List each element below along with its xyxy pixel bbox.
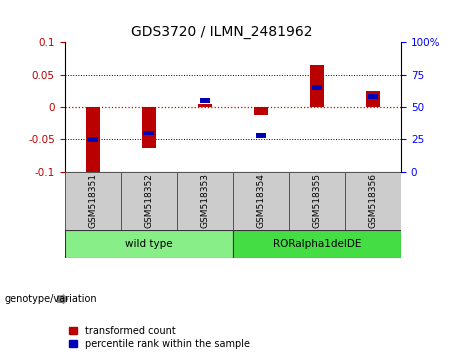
Bar [142,107,156,148]
Bar [312,85,322,90]
Bar [254,107,268,115]
Bar [87,137,98,142]
Text: GDS3720 / ILMN_2481962: GDS3720 / ILMN_2481962 [130,25,312,39]
Bar [121,172,177,230]
Text: GSM518356: GSM518356 [368,173,378,228]
Text: GSM518352: GSM518352 [144,173,153,228]
Bar [143,131,154,135]
Bar [368,95,378,99]
Bar [200,98,210,103]
Text: GSM518351: GSM518351 [88,173,97,228]
Text: GSM518355: GSM518355 [313,173,321,228]
Legend: transformed count, percentile rank within the sample: transformed count, percentile rank withi… [70,326,250,349]
Bar [177,172,233,230]
Text: RORalpha1delDE: RORalpha1delDE [273,239,361,249]
Bar [65,230,233,258]
Bar [65,172,121,230]
Bar [310,65,324,107]
Bar [366,91,380,107]
Bar [233,230,401,258]
Bar [255,133,266,138]
Text: GSM518354: GSM518354 [256,173,266,228]
Text: genotype/variation: genotype/variation [5,294,97,304]
Bar [86,107,100,173]
Text: GSM518353: GSM518353 [200,173,209,228]
Bar [233,172,289,230]
Bar [345,172,401,230]
Bar [289,172,345,230]
Bar [198,104,212,107]
Text: wild type: wild type [125,239,172,249]
